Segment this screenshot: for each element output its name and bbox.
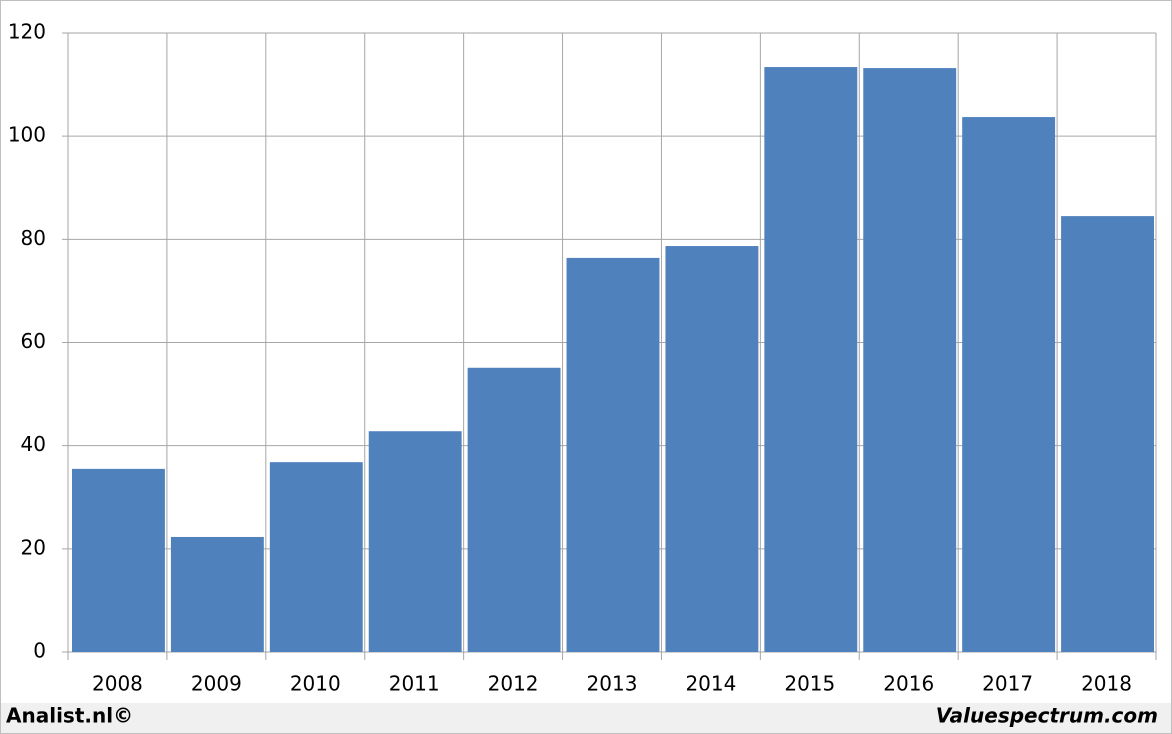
bar <box>665 246 759 652</box>
bar <box>566 257 660 652</box>
bar <box>863 68 957 653</box>
footer-left: Analist.nl© <box>6 704 133 728</box>
footer-band <box>1 703 1171 733</box>
x-tick-label: 2009 <box>191 672 242 696</box>
x-tick-label: 2017 <box>982 672 1033 696</box>
bar <box>368 431 462 652</box>
bar <box>467 367 561 652</box>
y-tick-label: 80 <box>21 226 46 250</box>
bar <box>764 67 858 653</box>
bar <box>1061 216 1154 652</box>
y-tick-label: 20 <box>21 535 46 559</box>
x-tick-label: 2013 <box>587 672 638 696</box>
x-tick-label: 2015 <box>784 672 835 696</box>
y-tick-label: 40 <box>21 432 46 456</box>
y-tick-label: 0 <box>33 639 46 663</box>
x-tick-label: 2010 <box>290 672 341 696</box>
x-tick-label: 2018 <box>1081 672 1132 696</box>
x-tick-label: 2012 <box>488 672 539 696</box>
x-tick-label: 2008 <box>92 672 143 696</box>
bar <box>72 468 165 652</box>
y-tick-label: 120 <box>8 20 46 44</box>
bar <box>962 117 1056 653</box>
x-tick-label: 2014 <box>685 672 736 696</box>
y-tick-label: 60 <box>21 329 46 353</box>
bar <box>170 536 264 652</box>
x-tick-label: 2016 <box>883 672 934 696</box>
x-tick-label: 2011 <box>389 672 440 696</box>
y-tick-label: 100 <box>8 123 46 147</box>
bar <box>269 462 363 652</box>
footer-right: Valuespectrum.com <box>936 704 1158 728</box>
